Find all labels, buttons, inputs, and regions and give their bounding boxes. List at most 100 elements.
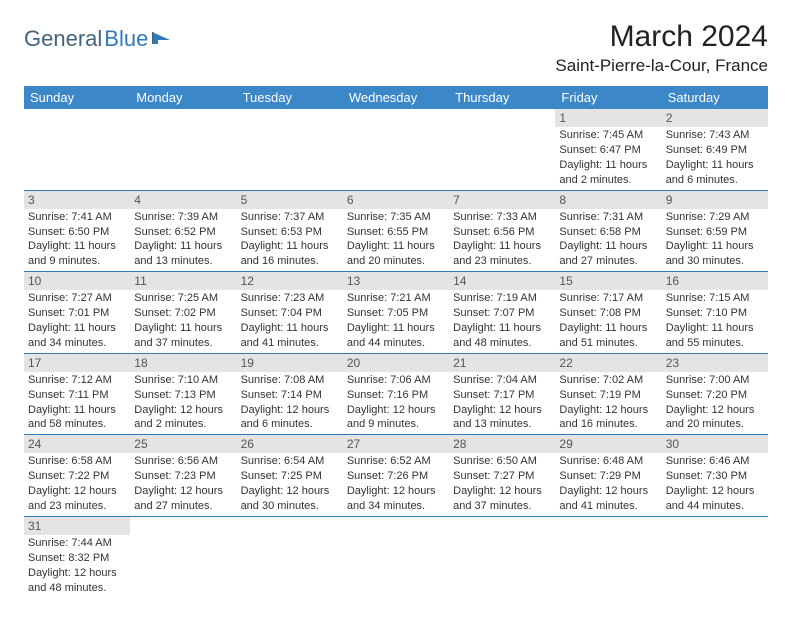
day-details: Sunrise: 7:02 AMSunset: 7:19 PMDaylight:… — [555, 372, 661, 434]
calendar-day-cell: 25Sunrise: 6:56 AMSunset: 7:23 PMDayligh… — [130, 435, 236, 517]
daylight-text: Daylight: 12 hours and 6 minutes. — [241, 403, 339, 433]
day-number: 22 — [555, 354, 661, 372]
sunrise-text: Sunrise: 7:41 AM — [28, 210, 126, 225]
calendar-day-cell: 27Sunrise: 6:52 AMSunset: 7:26 PMDayligh… — [343, 435, 449, 517]
daylight-text: Daylight: 11 hours and 2 minutes. — [559, 158, 657, 188]
day-details: Sunrise: 7:37 AMSunset: 6:53 PMDaylight:… — [237, 209, 343, 271]
daylight-text: Daylight: 11 hours and 44 minutes. — [347, 321, 445, 351]
day-number: 29 — [555, 435, 661, 453]
daylight-text: Daylight: 11 hours and 58 minutes. — [28, 403, 126, 433]
calendar-day-cell: 24Sunrise: 6:58 AMSunset: 7:22 PMDayligh… — [24, 435, 130, 517]
calendar-day-cell: 11Sunrise: 7:25 AMSunset: 7:02 PMDayligh… — [130, 272, 236, 354]
calendar-day-cell: 9Sunrise: 7:29 AMSunset: 6:59 PMDaylight… — [662, 190, 768, 272]
day-number: 23 — [662, 354, 768, 372]
sunrise-text: Sunrise: 7:43 AM — [666, 128, 764, 143]
calendar-day-cell: 3Sunrise: 7:41 AMSunset: 6:50 PMDaylight… — [24, 190, 130, 272]
day-details: Sunrise: 7:31 AMSunset: 6:58 PMDaylight:… — [555, 209, 661, 271]
calendar-day-cell — [662, 516, 768, 597]
daylight-text: Daylight: 12 hours and 20 minutes. — [666, 403, 764, 433]
sunrise-text: Sunrise: 6:52 AM — [347, 454, 445, 469]
sunrise-text: Sunrise: 7:31 AM — [559, 210, 657, 225]
sunset-text: Sunset: 6:47 PM — [559, 143, 657, 158]
sunrise-text: Sunrise: 6:48 AM — [559, 454, 657, 469]
daylight-text: Daylight: 12 hours and 30 minutes. — [241, 484, 339, 514]
sunrise-text: Sunrise: 7:29 AM — [666, 210, 764, 225]
sunrise-text: Sunrise: 7:04 AM — [453, 373, 551, 388]
daylight-text: Daylight: 12 hours and 34 minutes. — [347, 484, 445, 514]
sunrise-text: Sunrise: 7:39 AM — [134, 210, 232, 225]
sunset-text: Sunset: 7:29 PM — [559, 469, 657, 484]
day-number: 19 — [237, 354, 343, 372]
day-details: Sunrise: 6:58 AMSunset: 7:22 PMDaylight:… — [24, 453, 130, 515]
calendar-day-cell: 16Sunrise: 7:15 AMSunset: 7:10 PMDayligh… — [662, 272, 768, 354]
calendar-day-cell: 29Sunrise: 6:48 AMSunset: 7:29 PMDayligh… — [555, 435, 661, 517]
calendar-day-cell: 28Sunrise: 6:50 AMSunset: 7:27 PMDayligh… — [449, 435, 555, 517]
day-number: 10 — [24, 272, 130, 290]
sunset-text: Sunset: 8:32 PM — [28, 551, 126, 566]
sunrise-text: Sunrise: 7:21 AM — [347, 291, 445, 306]
day-number: 11 — [130, 272, 236, 290]
day-number: 24 — [24, 435, 130, 453]
calendar-day-cell: 8Sunrise: 7:31 AMSunset: 6:58 PMDaylight… — [555, 190, 661, 272]
day-details: Sunrise: 6:46 AMSunset: 7:30 PMDaylight:… — [662, 453, 768, 515]
sunset-text: Sunset: 7:01 PM — [28, 306, 126, 321]
day-details: Sunrise: 7:41 AMSunset: 6:50 PMDaylight:… — [24, 209, 130, 271]
day-number: 30 — [662, 435, 768, 453]
daylight-text: Daylight: 11 hours and 6 minutes. — [666, 158, 764, 188]
calendar-day-cell — [24, 109, 130, 190]
daylight-text: Daylight: 11 hours and 27 minutes. — [559, 239, 657, 269]
daylight-text: Daylight: 12 hours and 13 minutes. — [453, 403, 551, 433]
calendar-day-cell: 19Sunrise: 7:08 AMSunset: 7:14 PMDayligh… — [237, 353, 343, 435]
calendar-day-cell: 4Sunrise: 7:39 AMSunset: 6:52 PMDaylight… — [130, 190, 236, 272]
logo-text-part2: Blue — [104, 26, 148, 52]
location-label: Saint-Pierre-la-Cour, France — [555, 56, 768, 76]
sunrise-text: Sunrise: 7:15 AM — [666, 291, 764, 306]
calendar-day-cell — [555, 516, 661, 597]
daylight-text: Daylight: 11 hours and 48 minutes. — [453, 321, 551, 351]
title-block: March 2024 Saint-Pierre-la-Cour, France — [555, 20, 768, 82]
calendar-day-cell: 31Sunrise: 7:44 AMSunset: 8:32 PMDayligh… — [24, 516, 130, 597]
day-details: Sunrise: 7:44 AMSunset: 8:32 PMDaylight:… — [24, 535, 130, 597]
day-details: Sunrise: 6:48 AMSunset: 7:29 PMDaylight:… — [555, 453, 661, 515]
day-number: 13 — [343, 272, 449, 290]
calendar-day-cell: 21Sunrise: 7:04 AMSunset: 7:17 PMDayligh… — [449, 353, 555, 435]
sunset-text: Sunset: 7:07 PM — [453, 306, 551, 321]
day-details: Sunrise: 7:12 AMSunset: 7:11 PMDaylight:… — [24, 372, 130, 434]
sunrise-text: Sunrise: 7:25 AM — [134, 291, 232, 306]
day-number: 27 — [343, 435, 449, 453]
weekday-header: Tuesday — [237, 86, 343, 109]
sunrise-text: Sunrise: 7:27 AM — [28, 291, 126, 306]
day-number: 31 — [24, 517, 130, 535]
flag-icon — [152, 26, 174, 52]
sunset-text: Sunset: 6:50 PM — [28, 225, 126, 240]
day-number: 4 — [130, 191, 236, 209]
day-number: 1 — [555, 109, 661, 127]
calendar-day-cell: 20Sunrise: 7:06 AMSunset: 7:16 PMDayligh… — [343, 353, 449, 435]
sunset-text: Sunset: 7:13 PM — [134, 388, 232, 403]
month-title: March 2024 — [555, 20, 768, 54]
day-details: Sunrise: 7:08 AMSunset: 7:14 PMDaylight:… — [237, 372, 343, 434]
calendar-day-cell — [343, 516, 449, 597]
daylight-text: Daylight: 12 hours and 23 minutes. — [28, 484, 126, 514]
calendar-day-cell — [343, 109, 449, 190]
day-number: 15 — [555, 272, 661, 290]
sunset-text: Sunset: 7:26 PM — [347, 469, 445, 484]
daylight-text: Daylight: 11 hours and 51 minutes. — [559, 321, 657, 351]
sunrise-text: Sunrise: 6:50 AM — [453, 454, 551, 469]
calendar-week-row: 31Sunrise: 7:44 AMSunset: 8:32 PMDayligh… — [24, 516, 768, 597]
weekday-header: Wednesday — [343, 86, 449, 109]
day-number: 21 — [449, 354, 555, 372]
daylight-text: Daylight: 12 hours and 41 minutes. — [559, 484, 657, 514]
day-number: 5 — [237, 191, 343, 209]
sunrise-text: Sunrise: 6:58 AM — [28, 454, 126, 469]
calendar-day-cell — [130, 516, 236, 597]
calendar-day-cell: 1Sunrise: 7:45 AMSunset: 6:47 PMDaylight… — [555, 109, 661, 190]
day-number: 8 — [555, 191, 661, 209]
calendar-week-row: 10Sunrise: 7:27 AMSunset: 7:01 PM Dayligh… — [24, 272, 768, 354]
sunset-text: Sunset: 7:23 PM — [134, 469, 232, 484]
daylight-text: Daylight: 12 hours and 44 minutes. — [666, 484, 764, 514]
daylight-text: Daylight: 11 hours and 20 minutes. — [347, 239, 445, 269]
sunset-text: Sunset: 7:30 PM — [666, 469, 764, 484]
sunrise-text: Sunrise: 7:10 AM — [134, 373, 232, 388]
day-details: Sunrise: 7:21 AMSunset: 7:05 PMDaylight:… — [343, 290, 449, 352]
